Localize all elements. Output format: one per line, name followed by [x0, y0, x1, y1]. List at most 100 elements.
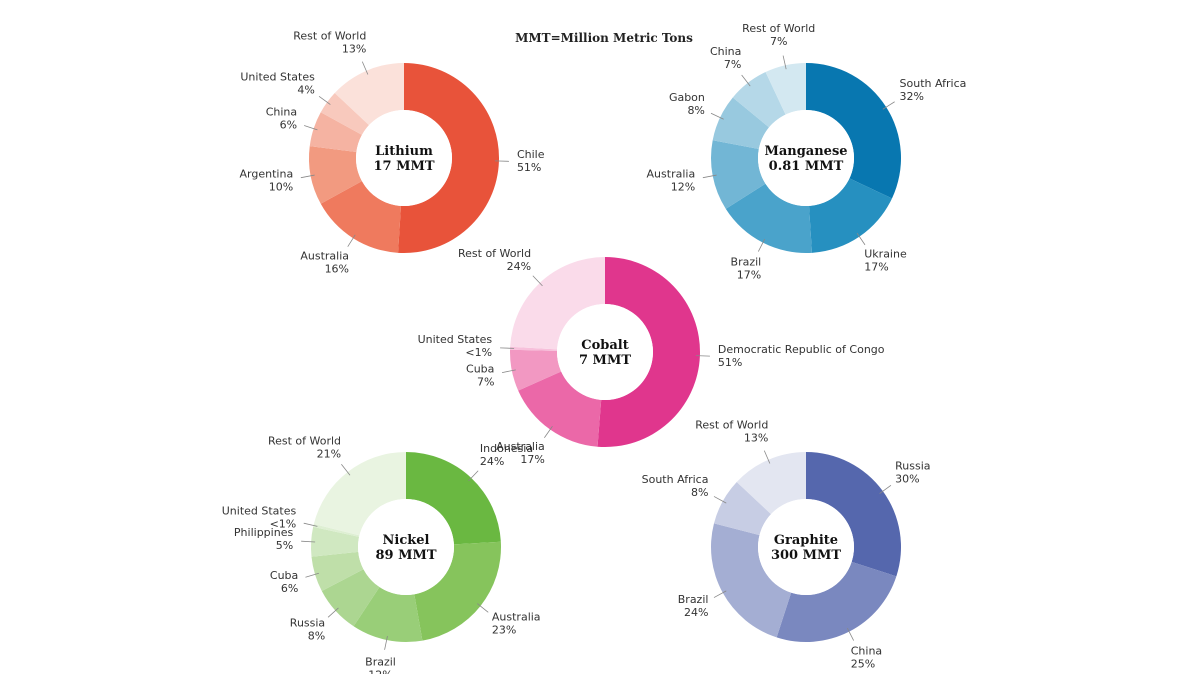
center-label: Lithium 17 MMT — [373, 144, 434, 174]
slice — [736, 452, 806, 515]
chart-title: Lithium — [375, 144, 433, 159]
slice-category: United States — [222, 505, 297, 518]
leader-line — [882, 101, 895, 110]
slice-category: Rest of World — [293, 29, 366, 42]
slice-label: Democratic Republic of Congo 51% — [718, 343, 885, 369]
slice-category: Philippines — [234, 526, 294, 539]
slice-value: 21% — [317, 447, 341, 460]
slice-label: Cuba 6% — [270, 569, 298, 595]
slice-value: 24% — [480, 455, 504, 468]
slice-category: Argentina — [240, 167, 294, 180]
slice-category: Chile — [517, 148, 545, 161]
slice — [510, 257, 605, 350]
slice — [320, 181, 401, 253]
leader-line — [384, 636, 388, 650]
slice-label: Argentina 10% — [240, 167, 294, 193]
leader-line — [305, 572, 319, 578]
total-label: 7 MMT — [579, 353, 631, 368]
slice-category: Gabon — [669, 91, 705, 104]
slice — [313, 523, 360, 537]
leader-line — [544, 426, 553, 438]
slice-value: 7% — [477, 376, 494, 389]
slice-value: <1% — [465, 346, 492, 359]
slice-category: Rest of World — [742, 22, 815, 35]
slice-label: South Africa 32% — [900, 77, 967, 103]
slice-category: China — [710, 45, 741, 58]
slice-category: Brazil — [731, 255, 762, 268]
chart-title: Nickel — [383, 533, 430, 548]
leader-line — [468, 470, 479, 482]
leader-line — [303, 522, 318, 527]
slice-label: China 25% — [851, 644, 882, 670]
leader-line — [710, 112, 724, 120]
slice-label: Rest of World 13% — [293, 29, 366, 55]
slice-label: United States 4% — [240, 71, 315, 97]
leader-line — [304, 125, 318, 131]
slice-value: 25% — [851, 657, 875, 670]
slice-value: 10% — [269, 180, 293, 193]
leader-line — [782, 55, 787, 70]
leader-line — [501, 369, 516, 373]
slice-label: South Africa 8% — [642, 473, 709, 499]
slice-label: China 7% — [710, 45, 741, 71]
leader-line — [695, 355, 710, 357]
leader-line — [361, 61, 369, 75]
slice — [309, 112, 362, 152]
slice — [518, 371, 602, 447]
donut-hole — [758, 110, 854, 206]
leader-line — [741, 74, 751, 87]
slice-category: Cuba — [270, 569, 298, 582]
slice-label: Australia 12% — [647, 167, 696, 193]
slice — [309, 146, 362, 204]
leader-line — [300, 174, 315, 179]
slice — [510, 349, 562, 391]
leader-line — [757, 238, 766, 252]
slice-label: Russia 8% — [290, 617, 325, 643]
slice-value: 8% — [687, 104, 704, 117]
slice-label: Brazil 17% — [731, 255, 762, 281]
slice — [806, 63, 901, 199]
chart-title: Graphite — [774, 533, 838, 548]
leader-line — [713, 496, 727, 504]
donut-hole — [758, 499, 854, 595]
slice-label: Chile 51% — [517, 148, 545, 174]
center-label: Cobalt 7 MMT — [579, 338, 631, 368]
note: MMT=Million Metric Tons — [515, 31, 693, 45]
slice — [311, 526, 360, 557]
total-label: 89 MMT — [375, 548, 436, 563]
slice-category: Australia — [492, 611, 541, 624]
slice-category: Russia — [895, 460, 930, 473]
slice-label: Brazil12% — [365, 655, 396, 674]
slice-label: Australia 17% — [496, 440, 545, 466]
slice-value: 16% — [325, 263, 349, 276]
slice — [320, 92, 370, 135]
slice-value: 8% — [691, 486, 708, 499]
slice-value: 30% — [895, 473, 919, 486]
slice — [406, 452, 501, 545]
slice-value: 23% — [492, 624, 516, 637]
slice-category: Ukraine — [864, 247, 907, 260]
slice — [809, 178, 892, 253]
leader-line — [318, 95, 331, 105]
slice — [776, 561, 897, 642]
leader-line — [713, 590, 727, 598]
slice-value: 32% — [900, 90, 924, 103]
slice — [510, 346, 558, 351]
slice-label: Ukraine 17% — [864, 247, 907, 273]
slice — [414, 541, 501, 641]
slice-category: United States — [418, 333, 493, 346]
leader-line — [500, 347, 515, 349]
slice-value: 17% — [864, 260, 888, 273]
leader-line — [347, 234, 356, 247]
slice-label: Russia 30% — [895, 460, 930, 486]
donut-hole — [358, 499, 454, 595]
total-label: 17 MMT — [373, 159, 434, 174]
slice-category: Rest of World — [268, 434, 341, 447]
slice-value: 17% — [737, 268, 761, 281]
slice-value: 13% — [342, 42, 366, 55]
slice — [712, 97, 770, 150]
slice-label: Australia 16% — [300, 250, 349, 276]
slice-value: 51% — [517, 161, 541, 174]
slice-value: 51% — [718, 356, 742, 369]
